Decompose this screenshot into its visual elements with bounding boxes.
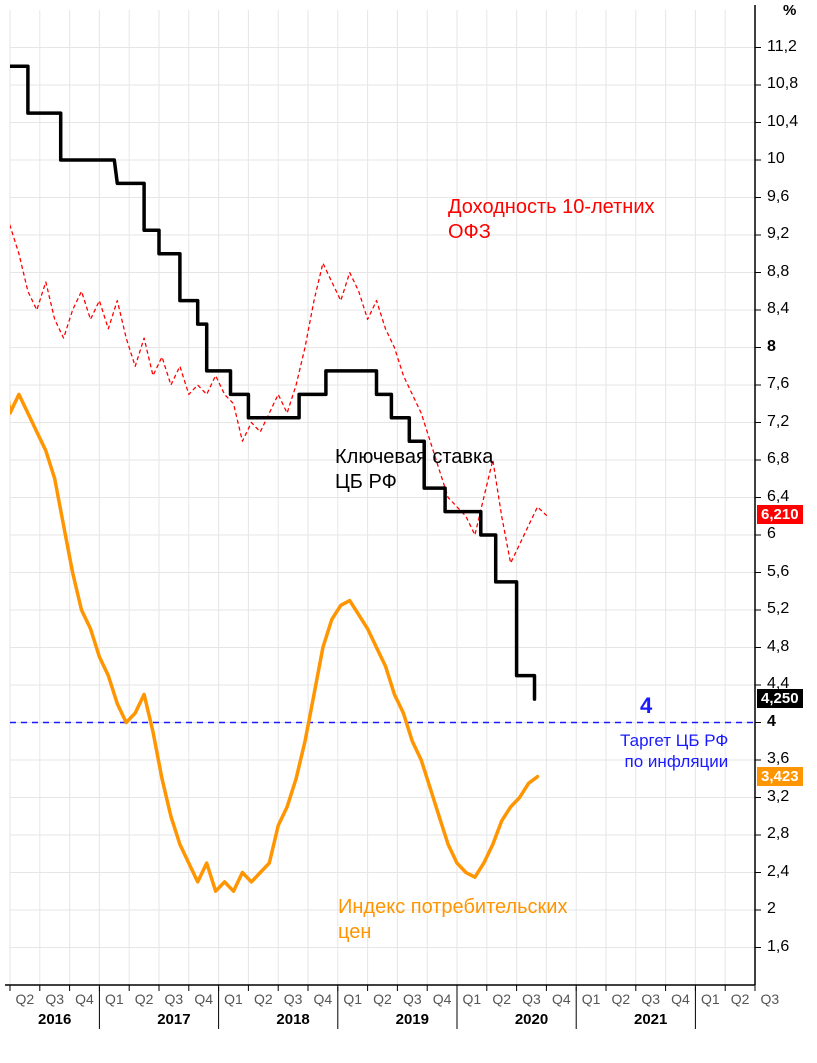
x-quarter-label: Q2 bbox=[612, 991, 631, 1007]
x-quarter-label: Q4 bbox=[75, 991, 94, 1007]
y-axis-unit: % bbox=[783, 2, 796, 19]
x-year-label: 2016 bbox=[38, 1011, 71, 1028]
y-tick-label: 6 bbox=[767, 525, 776, 543]
y-tick-label: 1,6 bbox=[767, 938, 789, 956]
cpi-series-label: Индекс потребительскихцен bbox=[338, 895, 567, 945]
y-tick-label: 6,4 bbox=[767, 488, 789, 506]
y-tick-label: 4,8 bbox=[767, 638, 789, 656]
x-quarter-label: Q1 bbox=[105, 991, 124, 1007]
y-tick-label: 10 bbox=[767, 150, 785, 168]
chart-container: % 6,210 4,250 3,423 4 Доходность 10-летн… bbox=[0, 0, 817, 1063]
x-quarter-label: Q3 bbox=[165, 991, 184, 1007]
x-quarter-label: Q3 bbox=[761, 991, 780, 1007]
y-tick-label: 9,6 bbox=[767, 188, 789, 206]
y-tick-label: 6,8 bbox=[767, 450, 789, 468]
y-tick-label: 4 bbox=[767, 713, 776, 731]
y-tick-label: 8 bbox=[767, 338, 776, 356]
target-series-label: Таргет ЦБ РФпо инфляции bbox=[620, 730, 728, 773]
target-line-value: 4 bbox=[640, 693, 652, 719]
x-year-label: 2019 bbox=[396, 1011, 429, 1028]
x-quarter-label: Q2 bbox=[492, 991, 511, 1007]
y-tick-label: 2,4 bbox=[767, 863, 789, 881]
x-quarter-label: Q4 bbox=[314, 991, 333, 1007]
y-tick-label: 7,6 bbox=[767, 375, 789, 393]
x-quarter-label: Q1 bbox=[463, 991, 482, 1007]
y-tick-label: 3,2 bbox=[767, 788, 789, 806]
x-quarter-label: Q3 bbox=[45, 991, 64, 1007]
x-quarter-label: Q4 bbox=[433, 991, 452, 1007]
x-quarter-label: Q2 bbox=[254, 991, 273, 1007]
x-quarter-label: Q4 bbox=[552, 991, 571, 1007]
x-quarter-label: Q2 bbox=[16, 991, 35, 1007]
x-quarter-label: Q3 bbox=[522, 991, 541, 1007]
y-tick-label: 5,6 bbox=[767, 563, 789, 581]
x-year-label: 2018 bbox=[276, 1011, 309, 1028]
x-year-label: 2020 bbox=[515, 1011, 548, 1028]
x-year-label: 2017 bbox=[157, 1011, 190, 1028]
ofz-last-value-badge: 6,210 bbox=[757, 505, 803, 524]
y-tick-label: 11,2 bbox=[767, 38, 797, 56]
x-quarter-label: Q2 bbox=[135, 991, 154, 1007]
x-quarter-label: Q2 bbox=[373, 991, 392, 1007]
y-tick-label: 4,4 bbox=[767, 675, 789, 693]
x-quarter-label: Q2 bbox=[731, 991, 750, 1007]
x-quarter-label: Q1 bbox=[582, 991, 601, 1007]
y-tick-label: 9,2 bbox=[767, 225, 789, 243]
x-quarter-label: Q1 bbox=[224, 991, 243, 1007]
y-tick-label: 8,8 bbox=[767, 263, 789, 281]
x-quarter-label: Q3 bbox=[641, 991, 660, 1007]
ofz-series-label: Доходность 10-летнихОФЗ bbox=[448, 195, 655, 245]
y-tick-label: 3,6 bbox=[767, 750, 789, 768]
y-tick-label: 8,4 bbox=[767, 300, 789, 318]
y-tick-label: 2 bbox=[767, 900, 776, 918]
y-tick-label: 10,4 bbox=[767, 113, 798, 131]
x-quarter-label: Q1 bbox=[701, 991, 720, 1007]
y-tick-label: 10,8 bbox=[767, 75, 798, 93]
keyrate-series-label: Ключевая ставкаЦБ РФ bbox=[335, 445, 493, 495]
x-quarter-label: Q4 bbox=[671, 991, 690, 1007]
x-quarter-label: Q4 bbox=[194, 991, 213, 1007]
x-quarter-label: Q1 bbox=[343, 991, 362, 1007]
y-tick-label: 7,2 bbox=[767, 413, 789, 431]
y-tick-label: 5,2 bbox=[767, 600, 789, 618]
x-year-label: 2021 bbox=[634, 1011, 667, 1028]
x-quarter-label: Q3 bbox=[403, 991, 422, 1007]
x-quarter-label: Q3 bbox=[284, 991, 303, 1007]
y-tick-label: 2,8 bbox=[767, 825, 789, 843]
cpi-last-value-badge: 3,423 bbox=[757, 767, 803, 786]
